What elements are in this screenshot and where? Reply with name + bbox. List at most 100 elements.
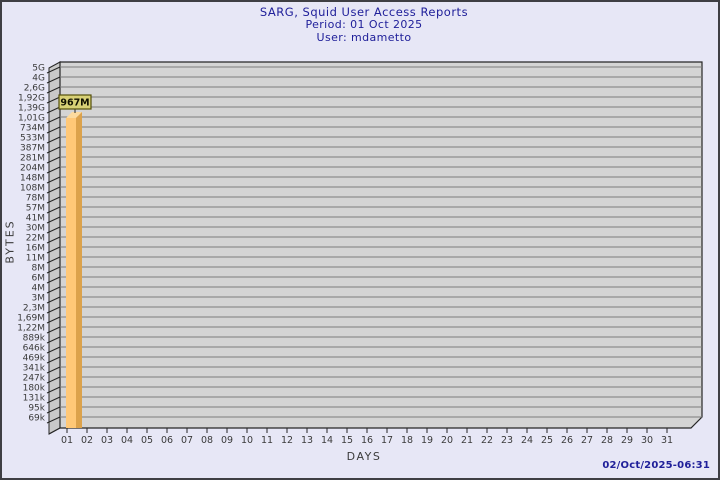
x-tick-label: 06 <box>161 435 173 446</box>
y-tick-label: 341k <box>23 364 46 374</box>
x-tick-label: 17 <box>381 435 393 446</box>
y-tick-label: 6M <box>32 274 46 284</box>
y-tick-connector <box>46 236 61 244</box>
y-tick-connector <box>46 386 61 394</box>
x-tick-label: 16 <box>361 435 373 446</box>
y-tick-label: 148M <box>20 174 45 184</box>
y-tick-connector <box>46 246 61 254</box>
y-tick-connector <box>46 106 61 114</box>
y-tick-connector <box>46 416 61 424</box>
x-tick-label: 09 <box>221 435 233 446</box>
y-tick-label: 2,3M <box>23 304 45 314</box>
y-tick-label: 204M <box>20 164 45 174</box>
y-tick-connector <box>46 156 61 164</box>
x-tick-label: 02 <box>81 435 93 446</box>
x-tick-label: 11 <box>261 435 273 446</box>
y-tick-label: 180k <box>23 384 46 394</box>
x-tick-label: 30 <box>641 435 653 446</box>
y-tick-label: 30M <box>26 224 45 234</box>
y-tick-connector <box>46 176 61 184</box>
y-tick-label: 734M <box>20 124 45 134</box>
x-tick-label: 26 <box>561 435 573 446</box>
bar <box>66 118 76 428</box>
y-tick-connector <box>46 326 61 334</box>
y-tick-connector <box>46 366 61 374</box>
y-tick-connector <box>46 396 61 404</box>
y-tick-label: 8M <box>32 264 46 274</box>
y-tick-label: 469k <box>23 354 46 364</box>
y-tick-label: 57M <box>26 204 45 214</box>
x-tick-label: 19 <box>421 435 433 446</box>
y-tick-connector <box>46 296 61 304</box>
y-tick-label: 387M <box>20 144 45 154</box>
x-tick-label: 29 <box>621 435 633 446</box>
x-tick-label: 03 <box>101 435 113 446</box>
x-tick-label: 20 <box>441 435 453 446</box>
y-tick-label: 2,6G <box>24 84 45 94</box>
x-tick-label: 27 <box>581 435 593 446</box>
y-tick-label: 1,22M <box>17 324 45 334</box>
page-title: SARG, Squid User Access Reports <box>259 5 469 19</box>
x-tick-label: 15 <box>341 435 353 446</box>
bar-side-face <box>76 112 82 428</box>
x-tick-label: 14 <box>321 435 333 446</box>
x-tick-label: 01 <box>61 435 73 446</box>
report-user: User: mdametto <box>316 31 412 44</box>
x-tick-label: 13 <box>301 435 313 446</box>
y-tick-connector <box>46 66 61 74</box>
x-tick-label: 04 <box>121 435 133 446</box>
y-tick-connector <box>46 86 61 94</box>
y-tick-connector <box>46 406 61 414</box>
x-tick-label: 18 <box>401 435 413 446</box>
y-tick-label: 22M <box>26 234 45 244</box>
y-tick-label: 889k <box>23 334 46 344</box>
y-tick-label: 1,69M <box>17 314 45 324</box>
y-tick-label: 5G <box>32 64 45 74</box>
x-tick-label: 31 <box>661 435 673 446</box>
y-tick-label: 78M <box>26 194 45 204</box>
y-tick-connector <box>46 346 61 354</box>
y-tick-connector <box>46 336 61 344</box>
y-tick-connector <box>46 286 61 294</box>
x-tick-label: 08 <box>201 435 213 446</box>
corner-connector <box>48 427 61 435</box>
y-tick-connector <box>46 146 61 154</box>
y-tick-connector <box>46 206 61 214</box>
y-tick-connector <box>46 316 61 324</box>
y-tick-connector <box>46 226 61 234</box>
y-tick-connector <box>46 306 61 314</box>
x-tick-label: 07 <box>181 435 193 446</box>
y-tick-connector <box>46 96 61 104</box>
y-tick-label: 131k <box>23 394 46 404</box>
y-tick-connector <box>46 256 61 264</box>
y-tick-connector <box>46 76 61 84</box>
bar-value-label: 967M <box>60 98 89 109</box>
x-tick-label: 22 <box>481 435 493 446</box>
y-tick-label: 69k <box>28 414 45 424</box>
y-tick-label: 41M <box>26 214 45 224</box>
y-tick-connector <box>46 136 61 144</box>
y-tick-connector <box>46 356 61 364</box>
y-tick-connector <box>46 376 61 384</box>
y-tick-label: 11M <box>26 254 45 264</box>
x-tick-label: 23 <box>501 435 513 446</box>
y-tick-connector <box>46 196 61 204</box>
y-tick-label: 4M <box>32 284 46 294</box>
generated-timestamp: 02/Oct/2025-06:31 <box>602 460 710 471</box>
x-tick-label: 12 <box>281 435 293 446</box>
y-tick-label: 16M <box>26 244 45 254</box>
y-tick-label: 1,92G <box>18 94 45 104</box>
y-tick-label: 1,01G <box>18 114 45 124</box>
x-axis-title: DAYS <box>346 450 382 463</box>
y-tick-label: 533M <box>20 134 45 144</box>
y-tick-connector <box>46 186 61 194</box>
y-tick-label: 108M <box>20 184 45 194</box>
y-tick-label: 247k <box>23 374 46 384</box>
y-tick-label: 4G <box>32 74 45 84</box>
y-tick-connector <box>46 126 61 134</box>
y-tick-connector <box>46 166 61 174</box>
x-tick-label: 10 <box>241 435 253 446</box>
chart-title-block: SARG, Squid User Access Reports Period: … <box>2 5 718 44</box>
x-tick-label: 28 <box>601 435 613 446</box>
